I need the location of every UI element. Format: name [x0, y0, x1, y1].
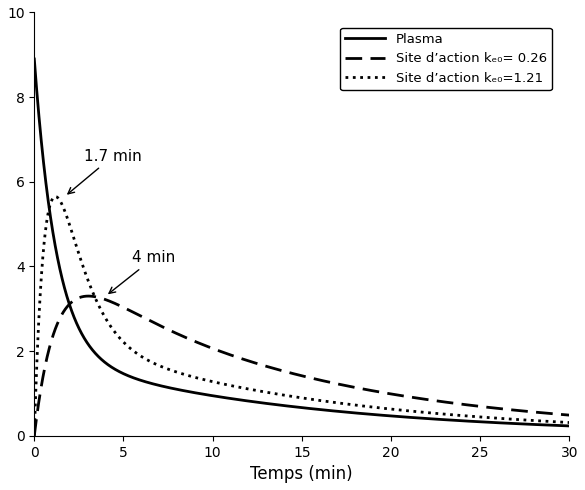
Site d’action kₑ₀= 0.26: [123, 306, 130, 312]
Line: Plasma: Plasma: [35, 59, 569, 426]
Plasma: [498, 420, 505, 426]
X-axis label: Temps (min): Temps (min): [250, 465, 353, 483]
Site d’action kₑ₀=1.21: [31, 433, 38, 439]
Plasma: [236, 397, 243, 403]
Site d’action kₑ₀= 0.26: [236, 355, 243, 361]
Site d’action kₑ₀=1.21: [123, 343, 130, 349]
Site d’action kₑ₀= 0.26: [259, 362, 266, 368]
Text: 4 min: 4 min: [109, 250, 176, 294]
Site d’action kₑ₀=1.21: [52, 194, 59, 199]
Site d’action kₑ₀=1.21: [498, 416, 505, 421]
Line: Site d’action kₑ₀=1.21: Site d’action kₑ₀=1.21: [35, 196, 569, 436]
Site d’action kₑ₀= 0.26: [31, 433, 38, 439]
Site d’action kₑ₀= 0.26: [92, 294, 99, 300]
Site d’action kₑ₀= 0.26: [498, 406, 505, 412]
Plasma: [566, 423, 573, 429]
Text: 1.7 min: 1.7 min: [68, 148, 142, 194]
Plasma: [31, 56, 38, 62]
Site d’action kₑ₀=1.21: [92, 295, 99, 301]
Legend: Plasma, Site d’action kₑ₀= 0.26, Site d’action kₑ₀=1.21: Plasma, Site d’action kₑ₀= 0.26, Site d’…: [340, 27, 552, 90]
Site d’action kₑ₀=1.21: [566, 419, 573, 425]
Plasma: [123, 372, 130, 378]
Plasma: [259, 400, 266, 406]
Site d’action kₑ₀=1.21: [555, 419, 562, 425]
Site d’action kₑ₀= 0.26: [555, 411, 562, 417]
Line: Site d’action kₑ₀= 0.26: Site d’action kₑ₀= 0.26: [35, 296, 569, 436]
Site d’action kₑ₀= 0.26: [85, 293, 92, 299]
Site d’action kₑ₀=1.21: [236, 384, 243, 390]
Site d’action kₑ₀=1.21: [259, 389, 266, 394]
Site d’action kₑ₀= 0.26: [566, 412, 573, 418]
Plasma: [92, 350, 99, 356]
Plasma: [555, 422, 562, 428]
